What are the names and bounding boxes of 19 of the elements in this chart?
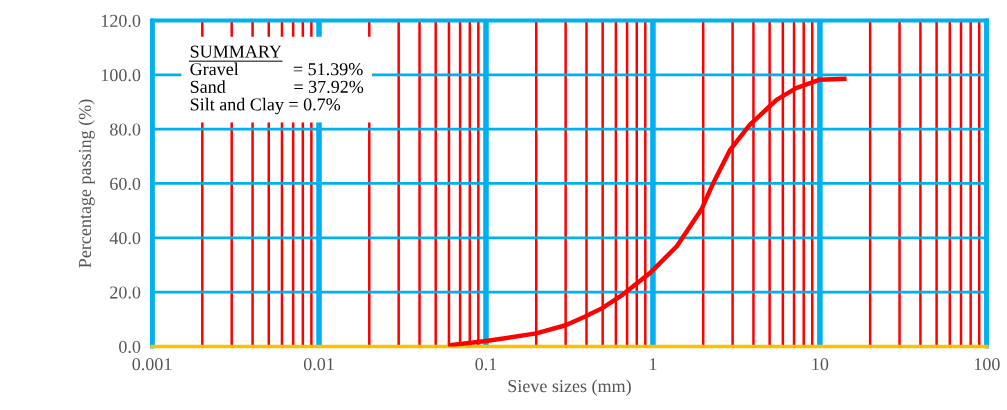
y-tick-label: 120.0	[101, 14, 141, 28]
x-tick-label: 100	[974, 358, 1000, 371]
x-tick-label: 0.1	[475, 358, 497, 371]
y-axis-title: Percentage passing (%)	[78, 99, 95, 268]
y-tick-label: 80.0	[110, 123, 141, 136]
annotation: Sand = 37.92%	[190, 80, 364, 93]
y-tick-label: 40.0	[109, 232, 141, 245]
x-axis-title: Sieve sizes (mm)	[508, 379, 631, 396]
x-tick-label: 0.01	[303, 358, 334, 371]
annotation: Silt and Clay = 0.7%	[190, 97, 341, 115]
y-tick-label: 60.0	[110, 177, 141, 190]
y-tick-label: 20.0	[110, 286, 141, 299]
x-tick-label: 10	[812, 358, 829, 371]
y-tick-label: 0.0	[119, 340, 141, 353]
y-tick-label: 100.0	[101, 69, 141, 82]
x-tick-label: 1	[650, 358, 657, 371]
x-tick-label: 0.001	[132, 358, 172, 371]
annotation: Gravel = 51.39%	[190, 62, 363, 76]
annotation: SUMMARY	[190, 45, 282, 58]
